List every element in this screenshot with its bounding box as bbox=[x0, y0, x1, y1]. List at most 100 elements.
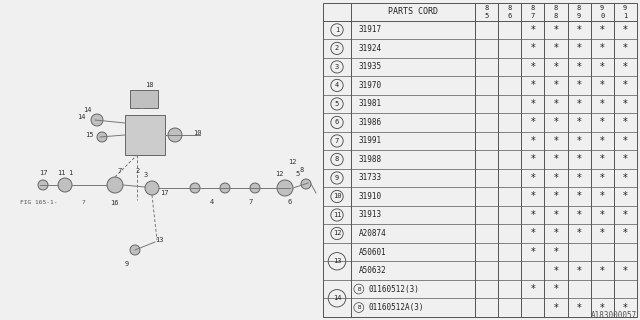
Text: 11: 11 bbox=[333, 212, 341, 218]
Text: 1: 1 bbox=[623, 13, 627, 19]
Circle shape bbox=[58, 178, 72, 192]
Text: *: * bbox=[600, 136, 605, 146]
Text: 31733: 31733 bbox=[359, 173, 382, 182]
Text: *: * bbox=[623, 191, 628, 202]
Text: 15: 15 bbox=[85, 132, 93, 138]
Text: 7: 7 bbox=[117, 168, 121, 174]
Text: 3: 3 bbox=[335, 64, 339, 70]
Text: *: * bbox=[554, 136, 558, 146]
Text: 12: 12 bbox=[288, 159, 296, 165]
Circle shape bbox=[97, 132, 107, 142]
Text: *: * bbox=[600, 228, 605, 238]
Text: 4: 4 bbox=[335, 83, 339, 88]
Text: *: * bbox=[623, 62, 628, 72]
Text: 31917: 31917 bbox=[359, 25, 382, 34]
Text: 31970: 31970 bbox=[359, 81, 382, 90]
Text: *: * bbox=[531, 228, 535, 238]
Text: *: * bbox=[577, 80, 581, 91]
Text: 8: 8 bbox=[554, 13, 558, 19]
Text: *: * bbox=[577, 62, 581, 72]
Text: 7: 7 bbox=[531, 13, 535, 19]
Circle shape bbox=[277, 180, 293, 196]
Text: *: * bbox=[600, 210, 605, 220]
Text: 0: 0 bbox=[600, 13, 604, 19]
Text: 9: 9 bbox=[623, 5, 627, 11]
Text: *: * bbox=[554, 155, 558, 164]
Text: *: * bbox=[623, 80, 628, 91]
Text: 18: 18 bbox=[145, 82, 154, 88]
Text: 7: 7 bbox=[248, 199, 252, 205]
Text: *: * bbox=[531, 284, 535, 294]
Text: *: * bbox=[577, 228, 581, 238]
Text: *: * bbox=[623, 99, 628, 109]
Text: 01160512(3): 01160512(3) bbox=[369, 284, 419, 293]
Text: *: * bbox=[600, 117, 605, 127]
Text: *: * bbox=[554, 99, 558, 109]
Text: 31913: 31913 bbox=[359, 211, 382, 220]
Text: 9: 9 bbox=[577, 13, 581, 19]
Text: 01160512A(3): 01160512A(3) bbox=[369, 303, 424, 312]
Text: 10: 10 bbox=[193, 130, 202, 136]
Text: *: * bbox=[600, 44, 605, 53]
Text: 8: 8 bbox=[531, 5, 535, 11]
Circle shape bbox=[145, 181, 159, 195]
Text: 6: 6 bbox=[508, 13, 512, 19]
Text: 31986: 31986 bbox=[359, 118, 382, 127]
Text: A183000057: A183000057 bbox=[591, 311, 637, 320]
Text: *: * bbox=[600, 80, 605, 91]
Text: *: * bbox=[600, 191, 605, 202]
Text: *: * bbox=[554, 247, 558, 257]
Text: *: * bbox=[531, 173, 535, 183]
Text: *: * bbox=[554, 80, 558, 91]
Text: 9: 9 bbox=[335, 175, 339, 181]
Text: 8: 8 bbox=[300, 167, 304, 173]
Circle shape bbox=[107, 177, 123, 193]
Text: 31910: 31910 bbox=[359, 192, 382, 201]
Text: *: * bbox=[531, 99, 535, 109]
Text: *: * bbox=[531, 25, 535, 35]
Text: *: * bbox=[623, 155, 628, 164]
Text: *: * bbox=[577, 25, 581, 35]
Text: 5: 5 bbox=[295, 171, 300, 177]
Text: 8: 8 bbox=[335, 156, 339, 163]
Text: 14: 14 bbox=[333, 295, 341, 301]
Text: *: * bbox=[623, 302, 628, 313]
Circle shape bbox=[301, 179, 311, 189]
Text: *: * bbox=[600, 266, 605, 276]
Text: *: * bbox=[623, 44, 628, 53]
Text: 10: 10 bbox=[333, 194, 341, 199]
Text: 6: 6 bbox=[287, 199, 291, 205]
Text: *: * bbox=[600, 302, 605, 313]
Text: 1: 1 bbox=[68, 170, 72, 176]
Text: *: * bbox=[554, 44, 558, 53]
Text: *: * bbox=[531, 80, 535, 91]
Text: 2: 2 bbox=[135, 168, 140, 174]
Text: 11: 11 bbox=[57, 170, 65, 176]
Text: PARTS CORD: PARTS CORD bbox=[388, 7, 438, 16]
Text: 5: 5 bbox=[484, 13, 489, 19]
Text: B: B bbox=[357, 286, 360, 292]
Text: 13: 13 bbox=[333, 258, 341, 264]
Text: *: * bbox=[577, 99, 581, 109]
Text: *: * bbox=[623, 25, 628, 35]
Text: *: * bbox=[577, 117, 581, 127]
Text: 9: 9 bbox=[600, 5, 604, 11]
Text: 7: 7 bbox=[335, 138, 339, 144]
Text: A50632: A50632 bbox=[359, 266, 387, 275]
Text: *: * bbox=[554, 302, 558, 313]
Text: 8: 8 bbox=[508, 5, 512, 11]
Text: *: * bbox=[623, 210, 628, 220]
Text: 2: 2 bbox=[335, 45, 339, 52]
Text: 9: 9 bbox=[125, 261, 129, 267]
Text: *: * bbox=[554, 266, 558, 276]
Text: *: * bbox=[577, 136, 581, 146]
Text: *: * bbox=[531, 247, 535, 257]
Circle shape bbox=[190, 183, 200, 193]
Text: 31935: 31935 bbox=[359, 62, 382, 71]
Text: *: * bbox=[554, 117, 558, 127]
Text: *: * bbox=[577, 155, 581, 164]
Text: *: * bbox=[554, 191, 558, 202]
Text: *: * bbox=[600, 173, 605, 183]
Text: *: * bbox=[554, 62, 558, 72]
Text: *: * bbox=[554, 25, 558, 35]
